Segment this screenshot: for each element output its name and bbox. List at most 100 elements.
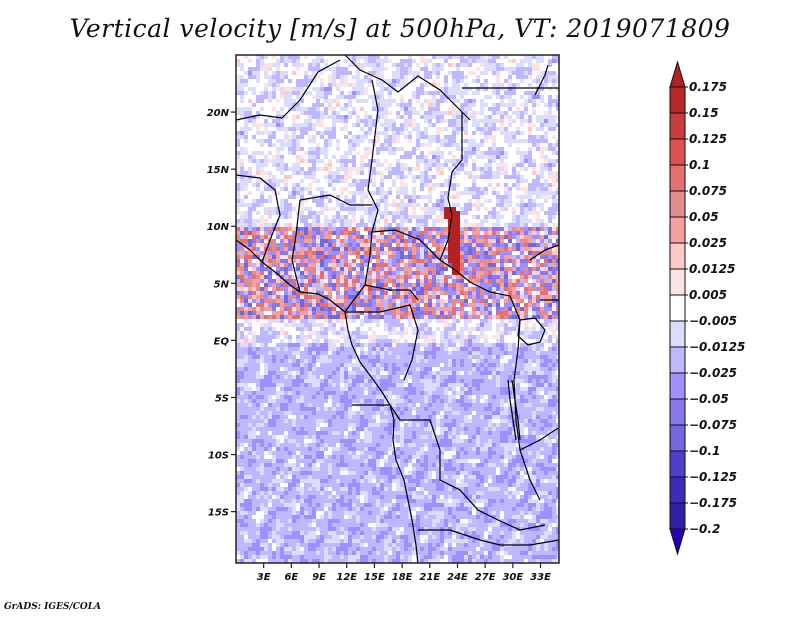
field-cell: [500, 147, 504, 151]
field-cell: [552, 211, 556, 215]
field-cell: [276, 267, 280, 271]
field-cell: [420, 207, 424, 211]
field-cell: [300, 271, 304, 275]
field-cell: [504, 215, 508, 219]
field-cell: [288, 275, 292, 279]
field-cell: [392, 223, 396, 227]
field-cell: [384, 187, 388, 191]
field-cell: [384, 95, 388, 99]
field-cell: [476, 239, 480, 243]
field-cell: [372, 167, 376, 171]
field-cell: [332, 283, 336, 287]
field-cell: [440, 215, 444, 219]
field-cell: [480, 263, 484, 267]
field-cell: [524, 239, 528, 243]
field-cell: [360, 295, 364, 299]
field-cell: [424, 139, 428, 143]
field-cell: [412, 259, 416, 263]
field-cell: [352, 63, 356, 67]
field-cell: [360, 111, 364, 115]
field-cell: [368, 83, 372, 87]
field-cell: [244, 199, 248, 203]
field-cell: [396, 299, 400, 303]
field-cell: [408, 195, 412, 199]
field-cell: [420, 99, 424, 103]
field-cell: [360, 107, 364, 111]
field-cell: [452, 223, 456, 227]
field-cell: [400, 83, 404, 87]
field-cell: [476, 251, 480, 255]
field-cell: [328, 127, 332, 131]
field-cell: [528, 295, 532, 299]
field-cell: [408, 295, 412, 299]
field-cell: [512, 215, 516, 219]
field-cell: [524, 167, 528, 171]
field-cell: [240, 255, 244, 259]
field-cell: [384, 279, 388, 283]
field-cell: [556, 195, 559, 199]
field-cell: [452, 79, 456, 83]
field-cell: [520, 83, 524, 87]
field-cell: [300, 115, 304, 119]
field-cell: [324, 79, 328, 83]
field-cell: [304, 231, 308, 235]
field-cell: [368, 127, 372, 131]
field-cell: [276, 139, 280, 143]
field-cell: [440, 87, 444, 91]
field-cell: [280, 187, 284, 191]
field-cell: [292, 251, 296, 255]
field-cell: [432, 199, 436, 203]
field-cell: [256, 183, 260, 187]
field-cell: [384, 263, 388, 267]
field-cell: [508, 127, 512, 131]
field-cell: [236, 247, 240, 251]
field-cell: [552, 163, 556, 167]
field-cell: [364, 139, 368, 143]
field-cell: [548, 99, 552, 103]
field-cell: [552, 295, 556, 299]
field-cell: [412, 87, 416, 91]
field-cell: [512, 259, 516, 263]
field-cell: [544, 275, 548, 279]
field-cell: [300, 163, 304, 167]
field-cell: [276, 239, 280, 243]
field-cell: [364, 251, 368, 255]
field-cell: [356, 215, 360, 219]
field-cell: [536, 111, 540, 115]
field-cell: [432, 247, 436, 251]
field-cell: [512, 127, 516, 131]
field-cell: [320, 59, 324, 63]
field-cell: [336, 287, 340, 291]
field-cell: [356, 279, 360, 283]
field-cell: [388, 251, 392, 255]
field-cell: [340, 247, 344, 251]
field-cell: [400, 299, 404, 303]
field-cell: [472, 263, 476, 267]
field-cell: [524, 183, 528, 187]
field-cell: [512, 71, 516, 75]
field-cell: [240, 171, 244, 175]
field-cell: [312, 243, 316, 247]
field-cell: [448, 131, 452, 135]
field-cell: [492, 159, 496, 163]
field-cell: [368, 219, 372, 223]
field-cell: [336, 183, 340, 187]
field-cell: [496, 143, 500, 147]
field-cell: [504, 95, 508, 99]
field-cell: [500, 135, 504, 139]
field-cell: [376, 147, 380, 151]
field-cell: [528, 111, 532, 115]
field-cell: [540, 215, 544, 219]
field-cell: [464, 215, 468, 219]
field-cell: [264, 259, 268, 263]
field-cell: [428, 299, 432, 303]
field-cell: [420, 251, 424, 255]
field-cell: [256, 139, 260, 143]
field-cell: [512, 267, 516, 271]
field-cell: [516, 247, 520, 251]
field-cell: [516, 187, 520, 191]
field-cell: [324, 187, 328, 191]
field-cell: [268, 243, 272, 247]
field-cell: [508, 115, 512, 119]
field-cell: [548, 139, 552, 143]
